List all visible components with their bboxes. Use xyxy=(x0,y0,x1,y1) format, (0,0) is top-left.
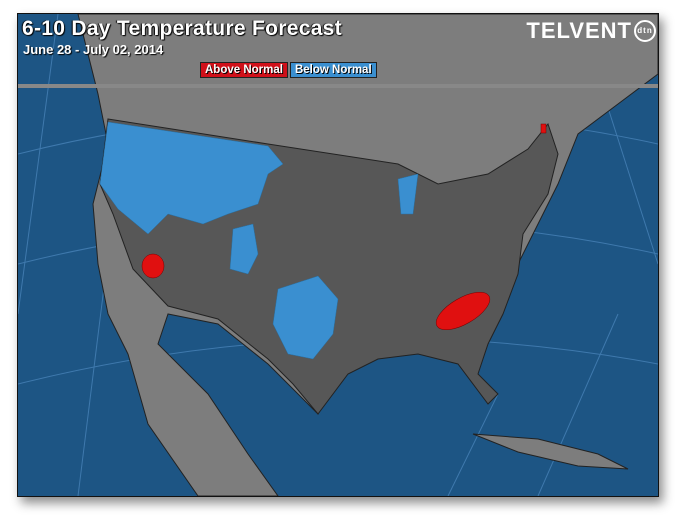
forecast-dates: June 28 - July 02, 2014 xyxy=(23,42,164,57)
dtn-badge-icon: dtn xyxy=(634,20,656,42)
below-normal-areas xyxy=(99,121,419,360)
forecast-map xyxy=(18,14,658,496)
legend: Above Normal Below Normal xyxy=(200,62,377,78)
cuba xyxy=(472,433,629,470)
logo-text: TELVENT xyxy=(526,18,632,43)
telvent-logo: TELVENT dtn xyxy=(526,18,656,44)
forecast-map-frame: 6-10 Day Temperature Forecast June 28 - … xyxy=(17,13,659,497)
above-normal-areas xyxy=(141,123,547,331)
legend-above-normal: Above Normal xyxy=(200,62,288,78)
header-divider xyxy=(18,84,658,88)
map-title: 6-10 Day Temperature Forecast xyxy=(22,17,342,40)
legend-below-normal: Below Normal xyxy=(289,62,377,78)
